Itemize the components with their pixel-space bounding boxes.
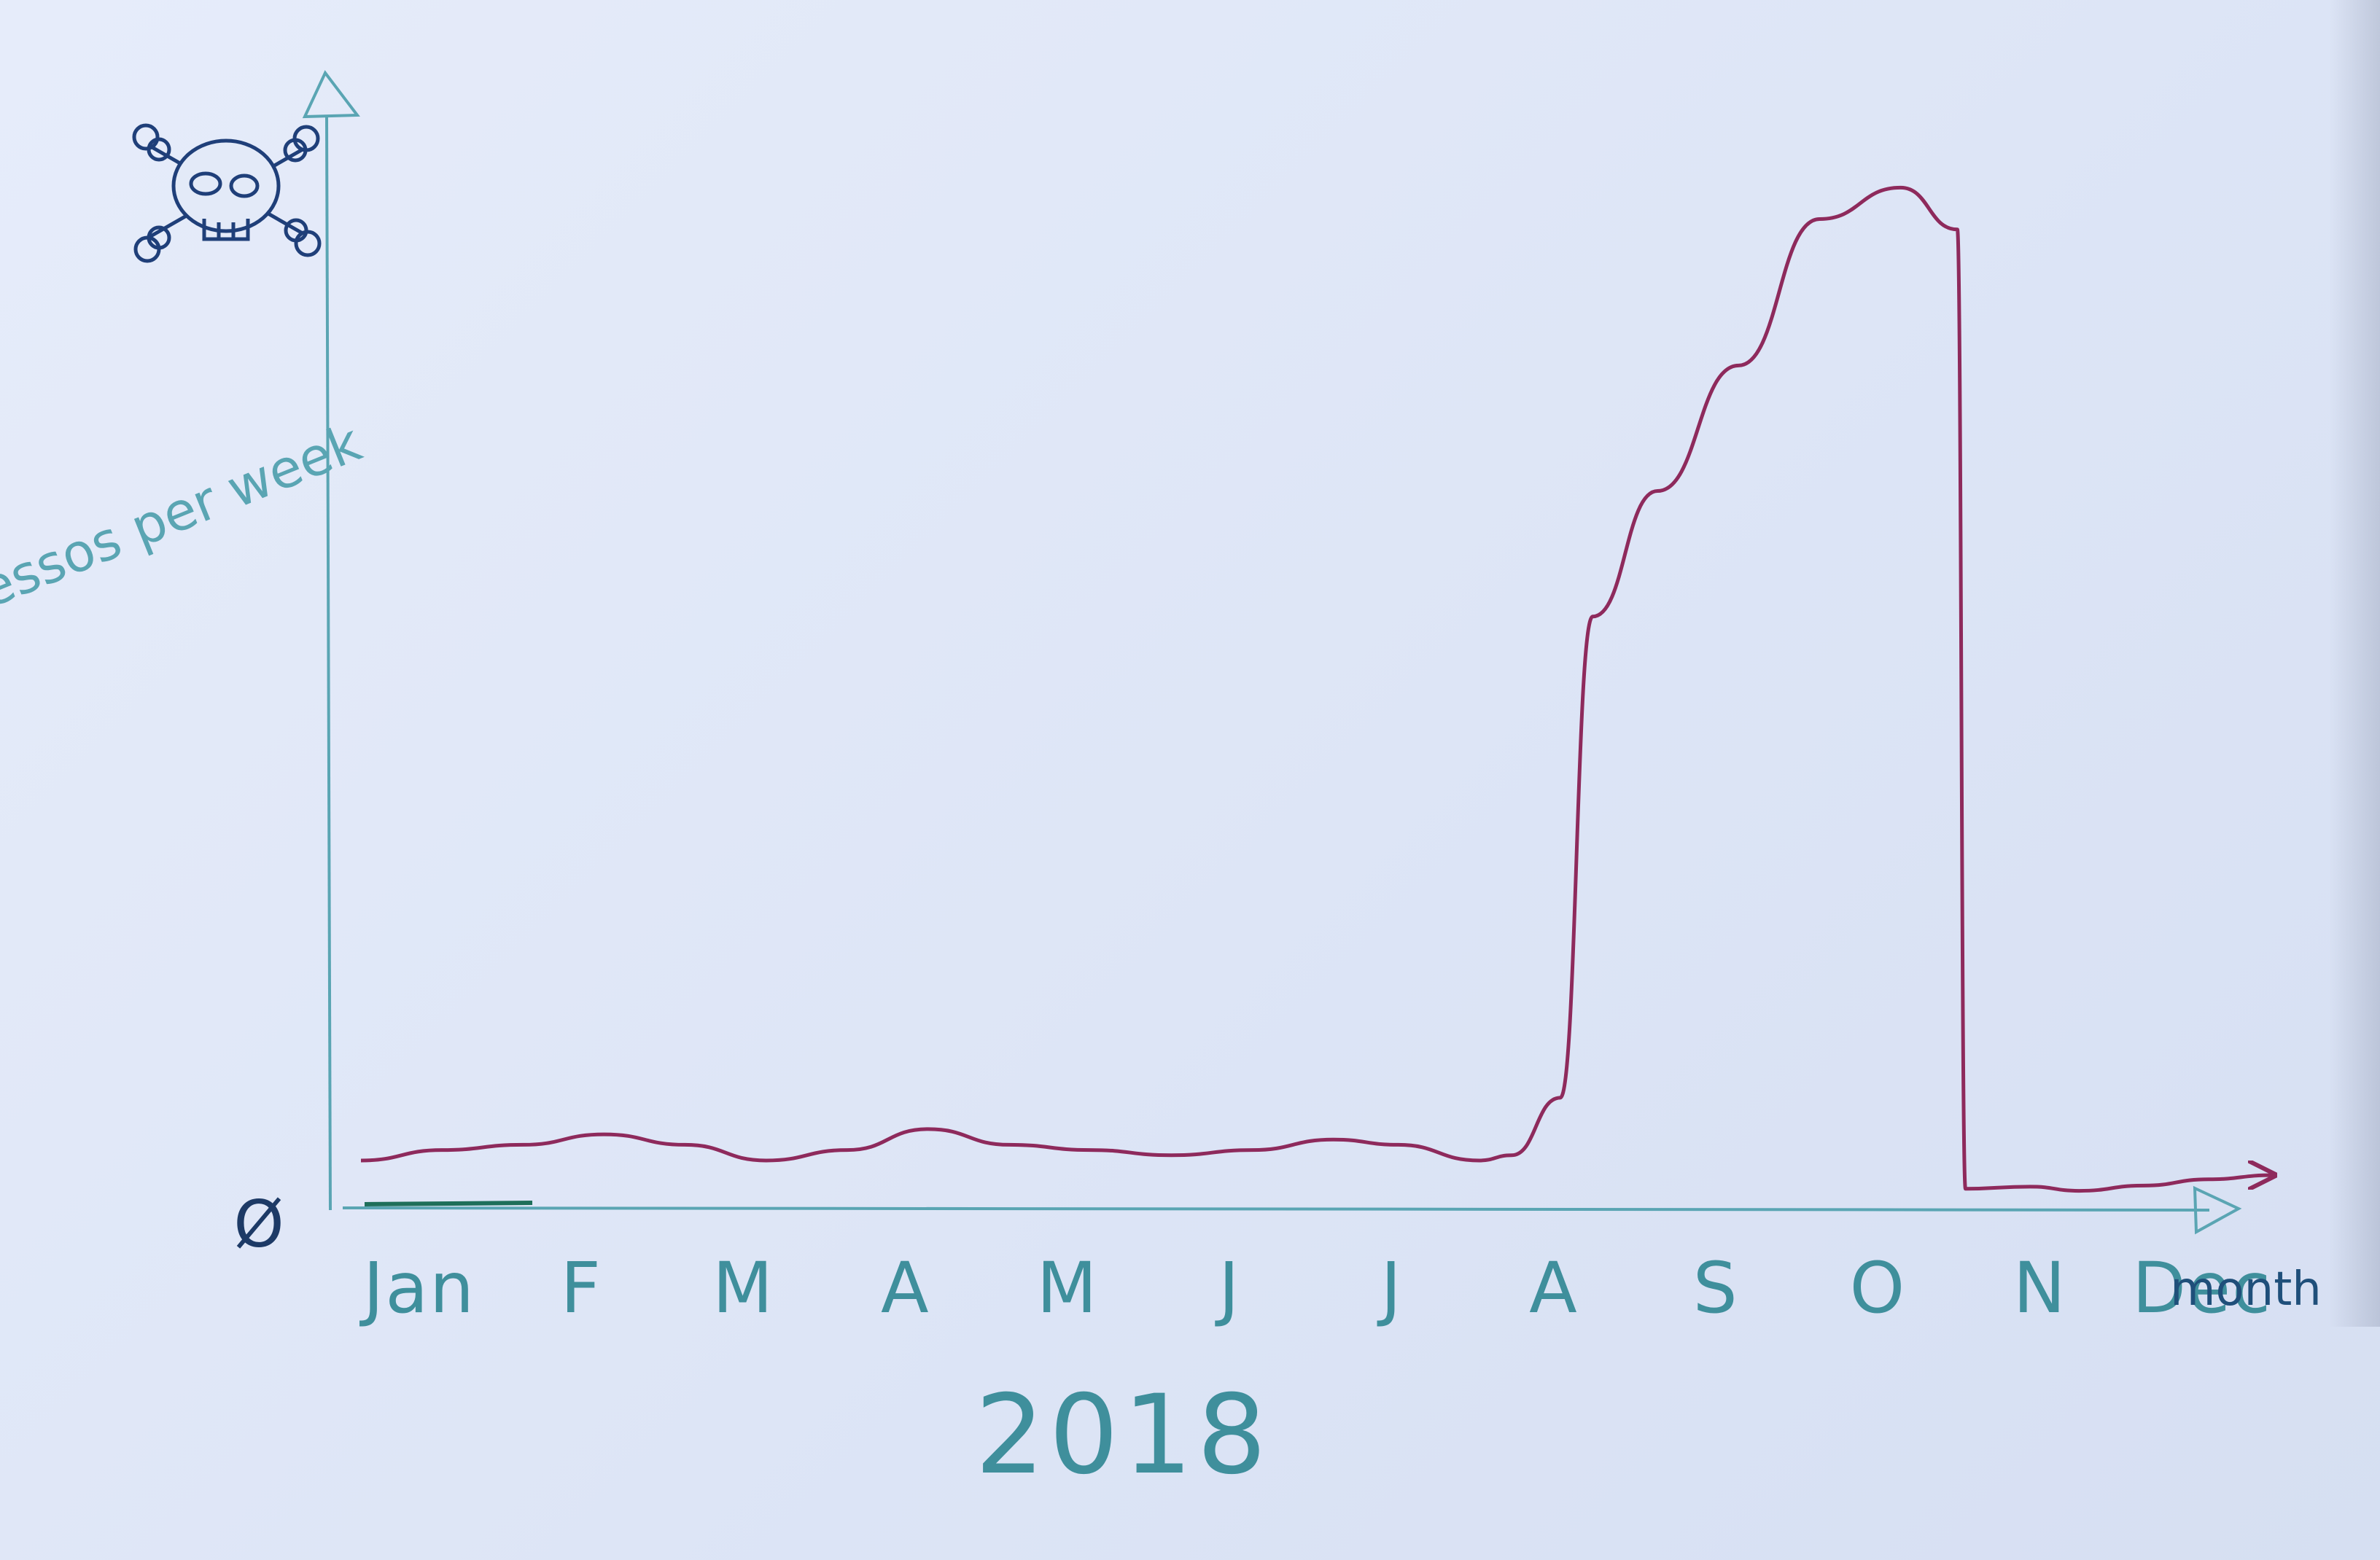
x-tick-label: S — [1693, 1247, 1739, 1329]
y-axis-label-text: Espressos per week — [0, 411, 370, 663]
x-tick-label: A — [881, 1247, 930, 1329]
x-tick-label: Jan — [359, 1247, 475, 1329]
x-tick-label: M — [712, 1247, 774, 1329]
year-label: 2018 — [975, 1372, 1271, 1499]
y-axis-label: Espressos per week — [0, 411, 370, 663]
x-axis-label: month — [2170, 1263, 2322, 1317]
x-axis-arrowhead — [2193, 1185, 2242, 1235]
x-tick-label: J — [1215, 1247, 1240, 1329]
x-tick-label: J — [1377, 1247, 1402, 1329]
y-axis-arrowhead — [302, 70, 360, 119]
x-tick-label: Dec — [2132, 1247, 2272, 1329]
y-origin-label: Ø — [233, 1187, 284, 1262]
series-line — [360, 185, 2274, 1193]
x-axis — [342, 1206, 2210, 1212]
x-tick-labels: Jan F M A M J J A S O N Dec — [359, 1247, 2272, 1329]
y-axis — [325, 116, 332, 1211]
page-edge-shadow — [2329, 0, 2380, 1327]
x-tick-label: N — [2013, 1247, 2067, 1329]
x-tick-label: A — [1529, 1247, 1579, 1329]
x-tick-label: O — [1850, 1247, 1907, 1329]
skull-and-crossbones-icon — [132, 123, 322, 263]
series-layer — [360, 185, 2274, 1193]
x-axis-heavy-start — [364, 1201, 533, 1206]
x-tick-label: F — [561, 1247, 602, 1329]
x-tick-label: M — [1037, 1247, 1099, 1329]
